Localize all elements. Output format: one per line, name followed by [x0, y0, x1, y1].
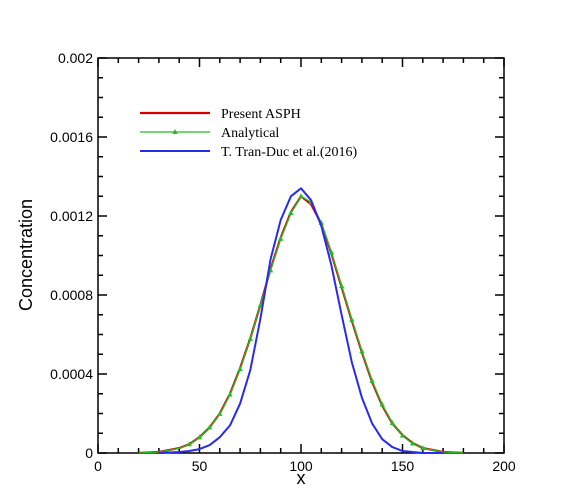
- axis-ticks: [97, 57, 505, 454]
- analytical-marker: [186, 441, 192, 447]
- analytical-marker: [379, 401, 385, 407]
- series-line-3: [158, 187, 444, 454]
- y-tick-label: 0.0008: [50, 287, 93, 303]
- analytical-marker: [420, 445, 426, 451]
- analytical-marker: [227, 391, 233, 397]
- legend-label: T. Tran-Duc et al.(2016): [221, 145, 358, 160]
- y-tick-label: 0.0004: [50, 366, 93, 382]
- series-line-1: [138, 195, 464, 455]
- analytical-marker: [217, 410, 223, 416]
- plot-frame: [97, 57, 505, 454]
- y-axis-title: Concentration: [16, 199, 36, 311]
- y-tick-label: 0: [85, 445, 93, 461]
- y-tick-label: 0.002: [58, 50, 93, 66]
- y-tick-label: 0.0012: [50, 208, 93, 224]
- x-tick-label: 200: [492, 458, 516, 474]
- legend: Present ASPH Analytical T. Tran-Duc et al.…: [140, 107, 358, 160]
- analytical-marker: [359, 348, 365, 354]
- x-tick-label: 150: [391, 458, 415, 474]
- legend-label: Present ASPH: [221, 107, 301, 122]
- analytical-marker: [278, 235, 284, 241]
- analytical-marker: [298, 193, 304, 199]
- y-tick-label: 0.0016: [50, 129, 93, 145]
- analytical-marker: [339, 283, 345, 289]
- analytical-marker: [389, 419, 395, 425]
- analytical-marker: [399, 432, 406, 438]
- x-axis-title: x: [297, 468, 306, 488]
- legend-label: Analytical: [221, 126, 279, 141]
- analytical-marker: [237, 366, 243, 372]
- analytical-marker: [410, 440, 416, 446]
- analytical-marker: [196, 434, 203, 440]
- legend-marker: [172, 129, 178, 134]
- analytical-marker: [207, 424, 213, 430]
- analytical-marker: [349, 316, 355, 322]
- x-tick-label: 100: [289, 458, 313, 474]
- series-layer: [138, 187, 464, 455]
- x-tick-labels: 0 50 100 150 200: [94, 458, 516, 474]
- analytical-marker: [328, 249, 335, 255]
- x-tick-label: 0: [94, 458, 102, 474]
- y-tick-labels: 0 0.0004 0.0008 0.0012 0.0016 0.002: [50, 50, 93, 461]
- x-tick-label: 50: [192, 458, 208, 474]
- analytical-marker: [288, 210, 294, 216]
- series-line-2: [138, 195, 464, 454]
- analytical-marker: [369, 377, 375, 383]
- analytical-marker: [247, 335, 253, 341]
